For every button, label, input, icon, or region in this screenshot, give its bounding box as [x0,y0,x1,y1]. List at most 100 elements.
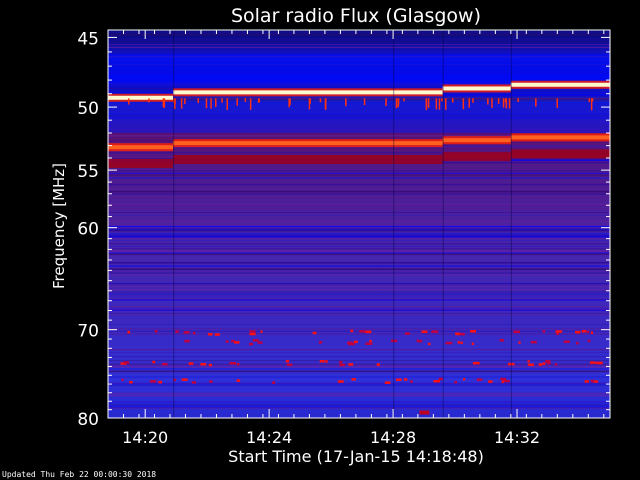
signal-blip [542,362,546,365]
signal-blip [348,342,355,346]
segment-boundary [442,30,444,418]
band-spike [173,98,175,103]
band-spike [319,98,322,103]
signal-blip [209,380,213,383]
band-spike [505,98,508,109]
signal-blip [527,363,534,366]
texture-line [108,333,610,335]
texture-line [108,252,610,254]
texture-line [108,220,610,222]
texture-line [108,228,610,230]
signal-blip [252,339,259,342]
signal-blip [161,362,168,366]
signal-blip [438,377,443,381]
texture-line [108,272,610,274]
texture-line [108,268,610,271]
texture-line [108,53,610,56]
texture-line [108,172,610,174]
signal-blip [285,360,290,363]
signal-blip [575,330,581,334]
signal-blip [507,362,515,366]
signal-blip [458,332,465,336]
signal-blip [587,339,591,343]
signal-blip [207,333,213,336]
band-spike [435,98,438,110]
texture-line [108,234,610,237]
band-segment [393,90,443,95]
band-spike [163,98,166,108]
band-segment [173,154,394,164]
signal-blip [445,341,453,345]
band-segment [510,82,610,87]
texture-line [108,174,610,177]
band-segment [442,138,511,143]
texture-line [108,313,610,315]
texture-line [108,261,610,264]
texture-line [108,232,610,235]
signal-blip [231,339,235,343]
signal-blip [470,330,476,333]
plot-frame [107,29,611,419]
band-spike [308,98,311,110]
band-spike [403,98,405,102]
texture-line [108,401,610,403]
signal-blip [595,361,603,365]
signal-blip [410,380,413,383]
texture-line [108,183,610,185]
band-spike [210,98,212,109]
plot-area [108,30,610,418]
y-axis-label: Frequency [MHz] [50,163,68,289]
band-spike [174,98,176,105]
signal-blip [152,360,156,364]
signal-blip [542,330,546,333]
texture-line [108,370,610,373]
texture-line [108,253,610,256]
signal-blip [127,330,131,334]
signal-blip [428,342,431,346]
texture-line [108,233,610,235]
x-tick-label: 14:20 [122,428,168,447]
texture-line [108,382,610,384]
band-spike [556,98,558,108]
signal-blip [590,379,595,383]
texture-line [108,382,610,385]
signal-blip [527,360,530,363]
texture-line [108,97,610,99]
texture-line [108,306,610,308]
signal-blip [272,381,276,384]
texture-line [108,352,610,353]
band-spike [128,98,130,105]
texture-line [108,197,610,198]
texture-line [108,250,610,253]
texture-line [108,364,610,366]
signal-blip [503,379,510,383]
texture-line [108,87,610,89]
band-segment [108,95,174,100]
texture-line [108,265,610,268]
texture-line [108,309,610,311]
signal-blip [472,361,480,365]
texture-line [108,212,610,213]
texture-line [108,363,610,366]
signal-blip [339,363,345,367]
signal-blip [546,361,551,365]
signal-blip [500,377,507,381]
signal-blip [364,330,372,334]
x-axis-label: Start Time (17-Jan-15 14:18:48) [228,447,484,466]
signal-blip [518,341,521,344]
band-spike [288,98,290,108]
texture-line [108,214,610,216]
band-spike [309,98,311,104]
signal-blip [158,380,163,384]
texture-line [108,274,610,276]
texture-line [108,184,610,186]
texture-line [108,235,610,238]
signal-blip [191,381,196,384]
band-spike [236,98,238,106]
texture-line [108,237,610,239]
texture-line [108,392,610,395]
texture-line [108,169,610,172]
band-segment [173,90,394,95]
texture-line [108,234,610,237]
